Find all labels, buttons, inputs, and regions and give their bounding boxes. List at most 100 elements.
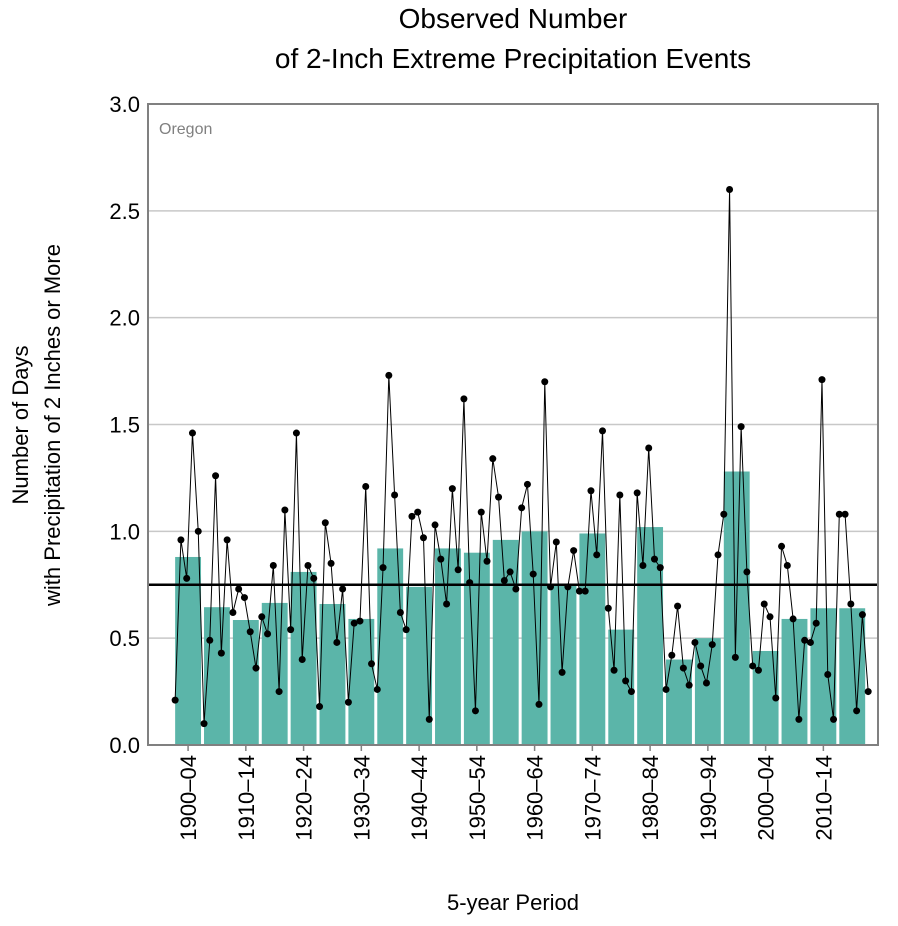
y-tick-label: 3.0 [109, 92, 140, 117]
annual-point [269, 562, 277, 570]
annual-point [252, 664, 260, 672]
annual-point [292, 429, 300, 437]
annual-point [477, 508, 485, 516]
annual-point [806, 638, 814, 646]
annual-point [847, 600, 855, 608]
x-tick-label: 1920–24 [292, 755, 317, 841]
annual-point [333, 638, 341, 646]
annual-point [188, 429, 196, 437]
annual-point [235, 585, 243, 593]
annual-point [391, 491, 399, 499]
x-tick-label: 1930–34 [349, 755, 374, 841]
annual-point [304, 562, 312, 570]
bar [521, 531, 548, 745]
y-axis-label: Number of Days [8, 346, 33, 505]
annual-point [183, 574, 191, 582]
annual-point [743, 568, 751, 576]
x-tick-label: 1900–04 [176, 755, 201, 841]
annual-point [206, 636, 214, 644]
annual-point [396, 609, 404, 617]
annual-point [431, 521, 439, 529]
annual-point [599, 427, 607, 435]
bar [261, 602, 288, 745]
annual-point [408, 512, 416, 520]
annual-point [702, 679, 710, 687]
annual-point [858, 611, 866, 619]
annual-point [541, 378, 549, 386]
annual-point [697, 662, 705, 670]
annual-point [171, 696, 179, 704]
y-tick-label: 2.5 [109, 199, 140, 224]
annual-point [500, 576, 508, 584]
bar [232, 620, 259, 745]
annual-point [616, 491, 624, 499]
annual-point [835, 510, 843, 518]
annual-point [287, 626, 295, 634]
annual-point [327, 559, 335, 567]
bar [666, 659, 692, 745]
annual-point [310, 574, 318, 582]
annual-point [425, 715, 433, 723]
chart-title: Observed Number [399, 3, 628, 34]
x-tick-label: 2000–04 [754, 755, 779, 841]
bar [492, 539, 519, 745]
annual-point [523, 480, 531, 488]
annual-point [656, 564, 664, 572]
annual-point [627, 688, 635, 696]
annual-point [731, 653, 739, 661]
annual-point [812, 619, 820, 627]
annual-point [368, 660, 376, 668]
annual-point [645, 444, 653, 452]
annual-point [679, 664, 687, 672]
bar [637, 527, 664, 745]
annual-point [483, 557, 491, 565]
annual-point [264, 630, 272, 638]
annual-point [275, 688, 283, 696]
annual-point [200, 720, 208, 728]
annual-point [841, 510, 849, 518]
chart-title: of 2-Inch Extreme Precipitation Events [275, 43, 751, 74]
annual-point [772, 694, 780, 702]
x-tick-label: 1910–14 [234, 755, 259, 841]
annual-point [726, 185, 734, 193]
bar [319, 603, 346, 745]
annual-point [633, 489, 641, 497]
y-tick-label: 2.0 [109, 306, 140, 331]
annual-point [547, 583, 555, 591]
annual-point [795, 715, 803, 723]
y-tick-label: 0.5 [109, 626, 140, 651]
annual-point [454, 566, 462, 574]
annual-point [217, 649, 225, 657]
annual-point [720, 510, 728, 518]
annual-point [662, 685, 670, 693]
annual-point [350, 619, 358, 627]
x-tick-label: 1940–44 [407, 755, 432, 841]
annual-point [766, 613, 774, 621]
annual-point [321, 519, 329, 527]
annual-point [535, 700, 543, 708]
y-tick-label: 1.0 [109, 519, 140, 544]
annual-point [518, 504, 526, 512]
annotation: Oregon [159, 121, 212, 138]
annual-point [344, 698, 352, 706]
annual-point [379, 564, 387, 572]
annual-point [593, 551, 601, 559]
annual-point [223, 536, 231, 544]
x-tick-label: 1990–94 [696, 755, 721, 841]
bar [204, 607, 230, 745]
annual-point [604, 604, 612, 612]
x-tick-label: 2010–14 [811, 755, 836, 841]
annual-point [650, 555, 658, 563]
bar [608, 629, 635, 745]
annual-point [246, 628, 254, 636]
bar [550, 584, 577, 745]
annual-point [356, 617, 364, 625]
bar [694, 638, 721, 745]
annual-point [339, 585, 347, 593]
annual-point [443, 600, 451, 608]
annual-point [749, 662, 757, 670]
x-tick-label: 1980–84 [638, 755, 663, 841]
annual-point [177, 536, 185, 544]
annual-point [674, 602, 682, 610]
annual-point [240, 594, 248, 602]
